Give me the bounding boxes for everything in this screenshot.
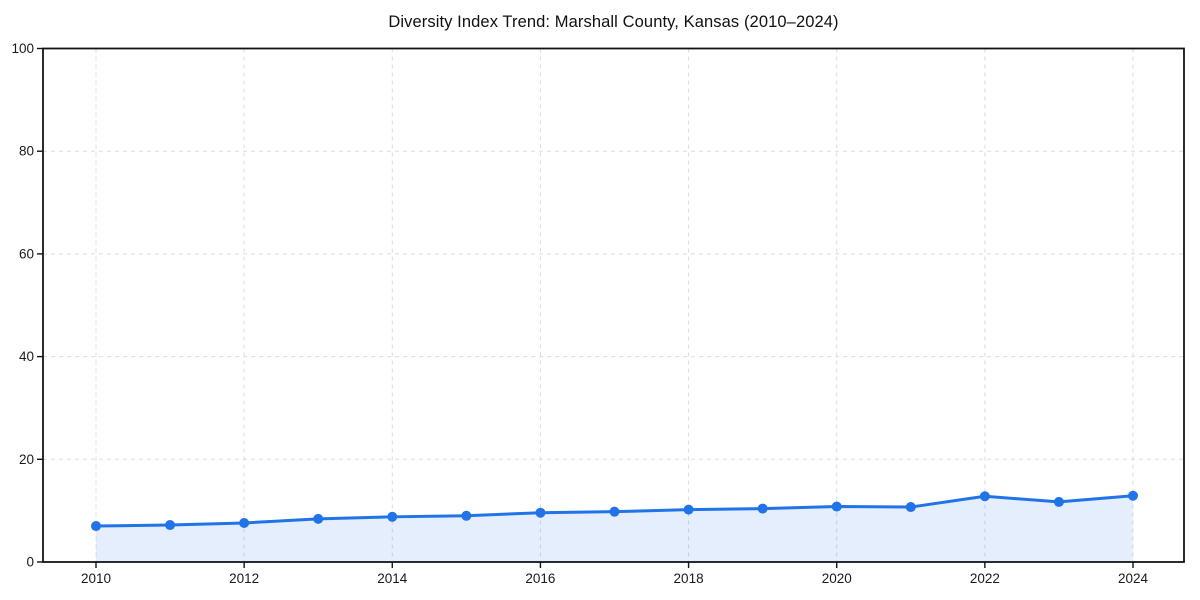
x-tick-label: 2022 [970, 571, 1000, 586]
data-point-marker [461, 510, 472, 521]
data-point-marker [757, 503, 768, 514]
x-tick-label: 2012 [229, 571, 259, 586]
x-tick-label: 2010 [81, 571, 111, 586]
data-point-marker [979, 491, 990, 502]
y-tick-label: 60 [19, 246, 34, 261]
y-tick-label: 40 [19, 349, 34, 364]
data-point-marker [313, 513, 324, 524]
x-tick-label: 2018 [674, 571, 704, 586]
area-fill [96, 495, 1133, 562]
y-tick-label: 80 [19, 144, 34, 159]
x-tick-label: 2016 [525, 571, 555, 586]
data-point-marker [535, 507, 546, 518]
data-point-marker [683, 504, 694, 515]
x-tick-label: 2014 [377, 571, 408, 586]
chart-title: Diversity Index Trend: Marshall County, … [388, 13, 839, 31]
y-tick-label: 0 [26, 555, 34, 570]
y-tick-label: 20 [19, 452, 34, 467]
data-point-marker [1053, 496, 1064, 507]
x-tick-label: 2020 [822, 571, 852, 586]
data-point-marker [905, 502, 916, 513]
plot-border [42, 47, 1185, 563]
data-point-marker [387, 511, 398, 522]
data-point-marker [165, 520, 176, 531]
y-tick-label: 100 [11, 41, 34, 56]
data-point-marker [1128, 490, 1138, 501]
data-point-marker [831, 501, 842, 512]
x-tick-label: 2024 [1118, 571, 1149, 586]
data-point-marker [91, 521, 101, 532]
data-point-marker [609, 506, 620, 517]
data-point-marker [239, 517, 250, 528]
